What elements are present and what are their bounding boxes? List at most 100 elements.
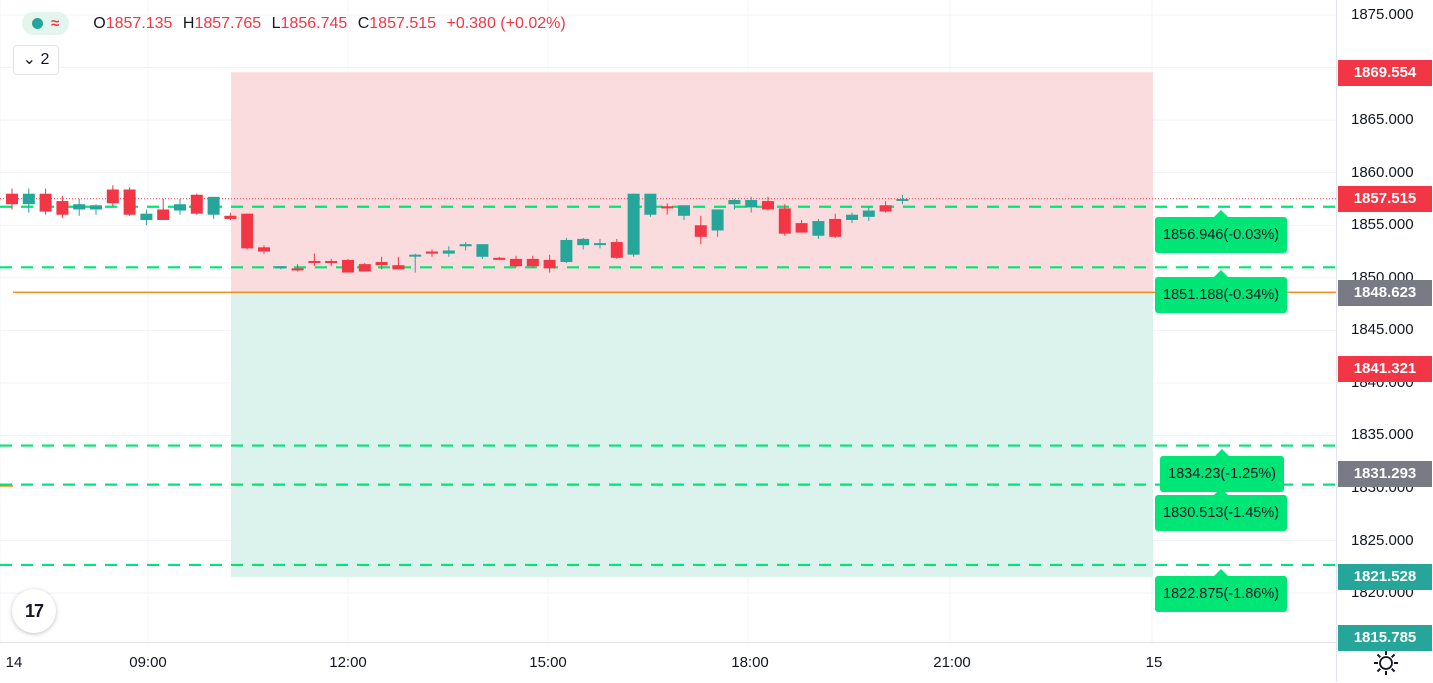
- candle-body: [325, 260, 338, 264]
- target-arrow-icon: [1214, 210, 1229, 217]
- candle-body: [106, 189, 119, 204]
- candle-body: [291, 268, 304, 271]
- target-label-text: 1834.23(-1.25%): [1168, 466, 1277, 482]
- candle-body: [123, 189, 136, 215]
- candle-body: [795, 223, 808, 233]
- collapse-indicators-button[interactable]: ⌄ 2: [13, 45, 59, 75]
- candle-body: [745, 200, 758, 208]
- target-label-text: 1830.513(-1.45%): [1163, 505, 1280, 521]
- price-tick: 1855.000: [1351, 216, 1414, 234]
- candle-body: [39, 193, 52, 212]
- candle-body: [308, 260, 321, 263]
- candle-body: [862, 210, 875, 217]
- candle-body: [375, 262, 388, 266]
- time-tick: 14: [5, 654, 23, 671]
- candle-body: [90, 205, 102, 210]
- candle-body: [140, 213, 153, 220]
- price-scale[interactable]: 1875.0001870.0001865.0001860.0001855.000…: [1336, 0, 1433, 682]
- target-arrow-icon: [1214, 488, 1229, 495]
- candle-body: [409, 254, 422, 257]
- candle-body: [644, 193, 657, 215]
- target-arrow-icon: [1215, 449, 1229, 456]
- candle-body: [728, 200, 741, 205]
- target-label-text: 1851.188(-0.34%): [1163, 287, 1280, 303]
- price-chart[interactable]: [0, 0, 1336, 642]
- market-open-dot-icon: [32, 18, 43, 29]
- candle-body: [577, 238, 590, 246]
- candle-body: [543, 259, 556, 269]
- candle-body: [510, 258, 522, 267]
- gear-icon[interactable]: [1371, 648, 1401, 678]
- target-arrow-icon: [1214, 270, 1229, 277]
- candle-body: [190, 194, 203, 214]
- candle-body: [6, 193, 18, 205]
- candle-body: [56, 201, 69, 215]
- candle-body: [342, 259, 354, 273]
- candle-body: [829, 218, 842, 237]
- time-tick: 12:00: [329, 654, 367, 671]
- candle-body: [258, 247, 270, 252]
- ohlc-values: O1857.135 H1857.765 L1856.745 C1857.515 …: [87, 15, 565, 33]
- candle-body: [610, 242, 623, 258]
- candle-body: [711, 209, 724, 231]
- time-tick: 15: [1145, 654, 1163, 671]
- candle-body: [426, 251, 438, 254]
- change-value: +0.380 (+0.02%): [446, 14, 566, 32]
- candle-body: [627, 193, 640, 255]
- target-label[interactable]: 1851.188(-0.34%): [1155, 270, 1288, 313]
- open-label: O: [93, 14, 106, 32]
- target-arrow-icon: [1214, 569, 1229, 576]
- candle-body: [594, 243, 606, 246]
- price-badge: 1831.293: [1338, 461, 1432, 487]
- candle-body: [358, 264, 371, 272]
- ohlc-legend: ≈ O1857.135 H1857.765 L1856.745 C1857.51…: [22, 12, 566, 35]
- candle-body: [442, 250, 455, 254]
- candle-body: [560, 239, 573, 263]
- price-badge: 1869.554: [1338, 60, 1432, 86]
- target-label-text: 1856.946(-0.03%): [1163, 227, 1280, 243]
- time-tick: 09:00: [129, 654, 167, 671]
- price-badge: 1815.785: [1338, 625, 1432, 651]
- time-tick: 18:00: [731, 654, 769, 671]
- chart-area[interactable]: [0, 0, 1336, 642]
- candle-body: [896, 198, 909, 201]
- close-label: C: [357, 14, 370, 32]
- stop-zone: [231, 72, 1153, 293]
- low-value: 1856.745: [280, 14, 348, 32]
- high-value: 1857.765: [194, 14, 262, 32]
- candle-body: [241, 213, 254, 249]
- time-tick: 21:00: [933, 654, 971, 671]
- candle-body: [879, 205, 892, 212]
- price-badge: 1841.321: [1338, 356, 1432, 382]
- candle-body: [22, 193, 35, 205]
- target-label[interactable]: 1830.513(-1.45%): [1155, 488, 1288, 531]
- candle-body: [661, 206, 674, 209]
- candle-body: [762, 201, 774, 210]
- indicator-count: 2: [40, 51, 50, 68]
- candle-body: [459, 244, 472, 247]
- target-label[interactable]: 1856.946(-0.03%): [1155, 210, 1288, 253]
- price-tick: 1825.000: [1351, 531, 1414, 549]
- open-value: 1857.135: [105, 14, 173, 32]
- tradingview-logo-icon[interactable]: 17: [12, 589, 56, 633]
- close-value: 1857.515: [369, 14, 437, 32]
- time-scale[interactable]: 14 09:00 12:00 15:00 18:00 21:00 15: [0, 642, 1336, 683]
- target-label[interactable]: 1834.23(-1.25%): [1160, 449, 1285, 492]
- price-badge: 1848.623: [1338, 280, 1432, 306]
- candle-body: [493, 257, 506, 260]
- target-label[interactable]: 1822.875(-1.86%): [1155, 569, 1288, 612]
- target-label-text: 1822.875(-1.86%): [1163, 586, 1280, 602]
- candle-body: [778, 208, 791, 234]
- candle-body: [846, 214, 858, 220]
- high-label: H: [182, 14, 195, 32]
- wave-icon: ≈: [51, 15, 60, 32]
- candle-body: [678, 205, 690, 216]
- price-tick: 1875.000: [1351, 6, 1414, 23]
- price-tick: 1860.000: [1351, 163, 1414, 181]
- candle-body: [476, 244, 489, 257]
- price-tick: 1835.000: [1351, 426, 1414, 444]
- price-badge: 1821.528: [1338, 564, 1432, 590]
- time-tick: 15:00: [529, 654, 567, 671]
- market-status-pill[interactable]: ≈: [22, 12, 70, 35]
- candle-body: [812, 221, 825, 236]
